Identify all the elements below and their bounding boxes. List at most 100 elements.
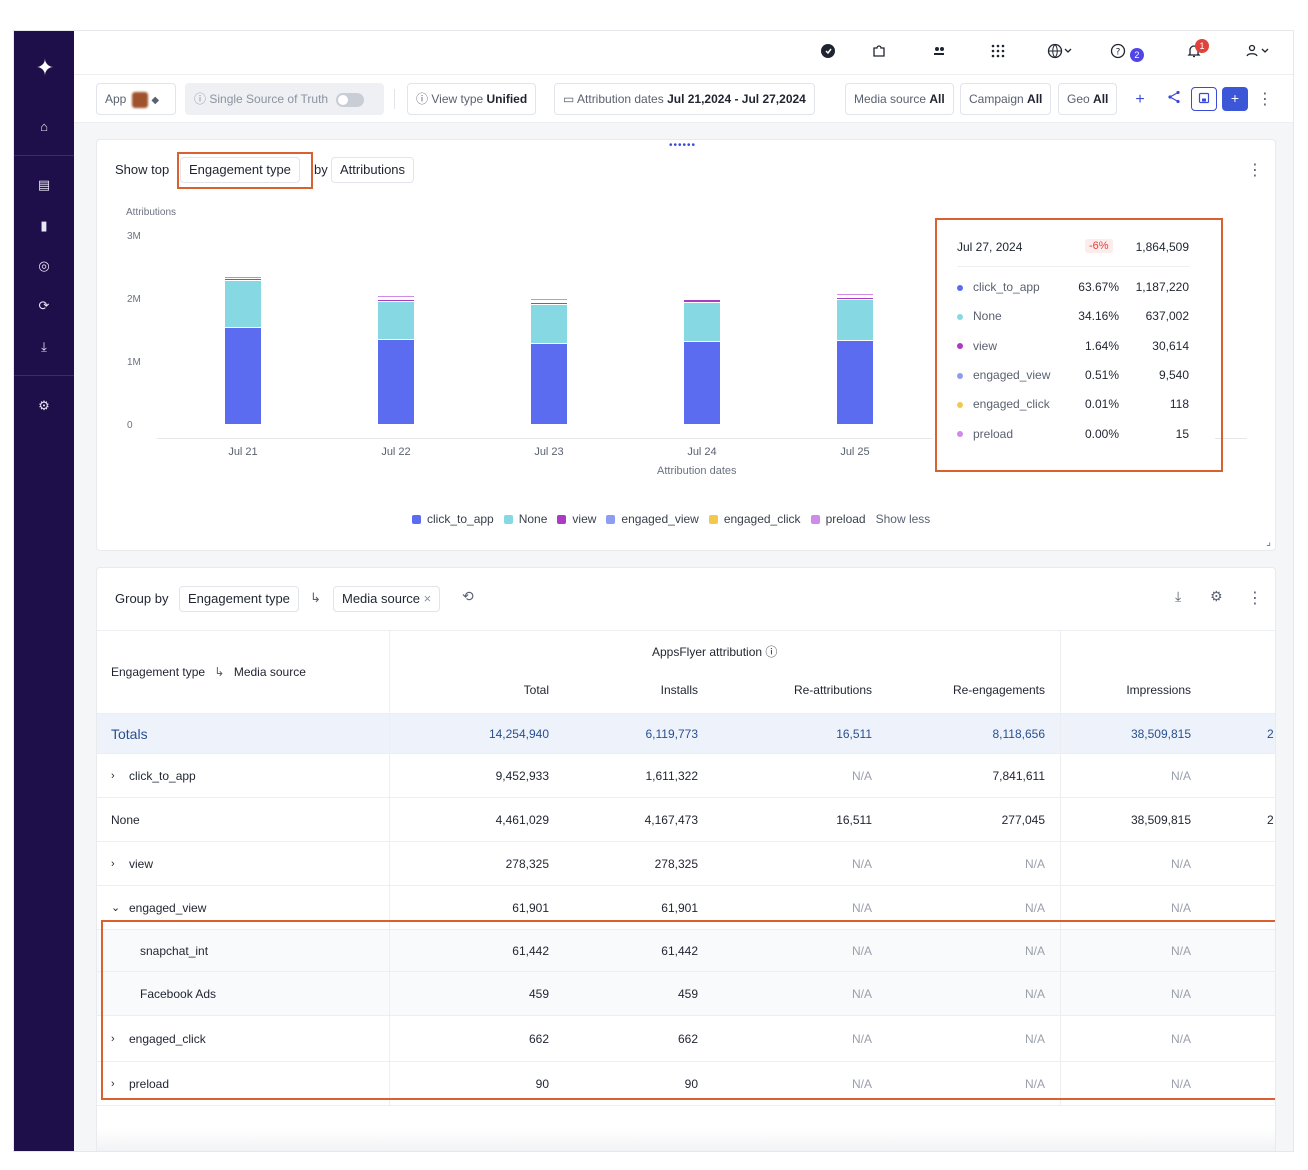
bar-preload-jul-23[interactable]: [531, 298, 567, 300]
bar-engaged_click-jul-21[interactable]: [225, 275, 261, 277]
bar-engaged_click-jul-22[interactable]: [378, 296, 414, 298]
group-by-secondary[interactable]: Media source ×: [333, 586, 441, 612]
report-icon[interactable]: ▤: [37, 177, 51, 192]
share-icon[interactable]: [1163, 89, 1185, 111]
bar-view-jul-22[interactable]: [378, 298, 414, 302]
column-header-re-attributions[interactable]: Re-attributions: [793, 683, 872, 697]
bar-click_to_app-jul-22[interactable]: [378, 338, 414, 424]
single-source-of-truth-toggle[interactable]: ⓘ Single Source of Truth: [185, 83, 384, 115]
geo-filter[interactable]: Geo All: [1058, 83, 1118, 115]
group-by-primary[interactable]: Engagement type: [179, 586, 299, 612]
bar-click_to_app-jul-25[interactable]: [837, 340, 873, 424]
table-row[interactable]: › engaged_click 662 662 N/A N/A N/A: [97, 1016, 1275, 1062]
table-row[interactable]: › click_to_app 9,452,933 1,611,322 N/A 7,841,…: [97, 754, 1275, 798]
drag-handle-icon[interactable]: ••••••: [669, 140, 697, 151]
table-row[interactable]: › view 278,325 278,325 N/A N/A N/A: [97, 842, 1275, 886]
expand-chevron-icon[interactable]: ›: [111, 1077, 115, 1090]
chart-more-icon[interactable]: ⋮: [1247, 162, 1263, 179]
apps-grid-icon[interactable]: [991, 43, 1005, 63]
bar-engaged_click-jul-23[interactable]: [531, 299, 567, 301]
bar-preload-jul-22[interactable]: [378, 294, 414, 297]
metric-selector[interactable]: Attributions: [331, 157, 415, 183]
ssot-switch[interactable]: [336, 92, 365, 107]
bar-None-jul-22[interactable]: [378, 301, 414, 339]
export-icon[interactable]: ⤓: [1175, 588, 1182, 604]
help-icon[interactable]: ? 2: [1110, 43, 1144, 63]
bar-chart-icon[interactable]: ▮: [40, 218, 48, 233]
table-row[interactable]: snapchat_int 61,442 61,442 N/A N/A N/A: [97, 930, 1275, 972]
sync-icon[interactable]: ⟳: [38, 298, 50, 313]
bar-view-jul-25[interactable]: [837, 296, 873, 300]
show-less-link[interactable]: Show less: [875, 512, 931, 526]
attribution-dates-filter[interactable]: ▭ Attribution dates Jul 21,2024 - Jul 27…: [554, 83, 815, 115]
totals-row[interactable]: Totals 14,254,940 6,119,773 16,511 8,118,656…: [97, 714, 1275, 754]
column-header-re-engagements[interactable]: Re-engagements: [952, 683, 1045, 697]
expand-chevron-icon[interactable]: ›: [111, 857, 115, 870]
expand-chevron-icon[interactable]: ›: [111, 769, 115, 782]
bar-None-jul-23[interactable]: [531, 304, 567, 344]
download-icon[interactable]: ⤓: [41, 339, 47, 354]
more-options-icon[interactable]: ⋮: [1257, 91, 1273, 108]
bar-engaged_view-jul-23[interactable]: [531, 300, 567, 303]
table-row[interactable]: Facebook Ads 459 459 N/A N/A N/A: [97, 972, 1275, 1016]
bar-engaged_view-jul-25[interactable]: [837, 295, 873, 297]
bar-engaged_view-jul-21[interactable]: [225, 276, 261, 278]
dimension-selector[interactable]: Engagement type: [180, 157, 300, 183]
bar-click_to_app-jul-23[interactable]: [531, 343, 567, 424]
table-row[interactable]: › preload 90 90 N/A N/A N/A: [97, 1062, 1275, 1106]
legend-item-engaged_view[interactable]: engaged_view: [606, 512, 699, 526]
bar-None-jul-24[interactable]: [684, 301, 720, 341]
bar-view-jul-23[interactable]: [531, 302, 567, 305]
bar-click_to_app-jul-24[interactable]: [684, 340, 720, 424]
column-header-installs[interactable]: Installs: [660, 683, 698, 697]
notifications-icon[interactable]: 1: [1186, 39, 1209, 63]
info-icon[interactable]: ⓘ: [765, 645, 778, 659]
bar-engaged_view-jul-22[interactable]: [378, 297, 414, 299]
campaign-filter[interactable]: Campaign All: [960, 83, 1052, 115]
bar-None-jul-21[interactable]: [225, 280, 261, 327]
resize-handle-icon[interactable]: ⌟: [1266, 537, 1271, 548]
user-menu-icon[interactable]: [1244, 43, 1272, 63]
bar-None-jul-25[interactable]: [837, 299, 873, 340]
add-filter-icon[interactable]: +: [1135, 91, 1145, 108]
legend-item-click_to_app[interactable]: click_to_app: [412, 512, 494, 526]
chat-icon[interactable]: [820, 43, 836, 63]
column-header-total[interactable]: Total: [523, 683, 549, 697]
view-type-filter[interactable]: ⓘ View type Unified: [407, 83, 537, 115]
table-more-icon[interactable]: ⋮: [1247, 590, 1263, 607]
history-icon[interactable]: ⟲: [462, 588, 474, 604]
table-row[interactable]: None 4,461,029 4,167,473 16,511 277,045 38,50…: [97, 798, 1275, 842]
bar-engaged_click-jul-24[interactable]: [684, 297, 720, 299]
expand-chevron-icon[interactable]: ›: [111, 1032, 115, 1045]
legend-item-view[interactable]: view: [557, 512, 596, 526]
bar-view-jul-21[interactable]: [225, 277, 261, 281]
puzzle-icon[interactable]: [871, 43, 887, 63]
remove-icon[interactable]: ×: [423, 591, 432, 606]
cell-installs: 459: [677, 986, 698, 1001]
table-settings-icon[interactable]: ⚙: [1210, 588, 1223, 604]
bar-preload-jul-24[interactable]: [684, 295, 720, 298]
settings-icon[interactable]: ⚙: [38, 398, 50, 413]
team-icon[interactable]: [931, 43, 947, 63]
add-widget-button[interactable]: +: [1222, 87, 1248, 111]
save-view-button[interactable]: [1191, 87, 1217, 111]
appsflyer-logo-icon[interactable]: ✦: [35, 55, 55, 80]
app-selector[interactable]: App ◆: [96, 83, 176, 115]
bar-engaged_view-jul-24[interactable]: [684, 298, 720, 300]
bar-click_to_app-jul-21[interactable]: [225, 326, 261, 424]
target-icon[interactable]: ◎: [38, 258, 50, 273]
legend-item-engaged_click[interactable]: engaged_click: [708, 512, 801, 526]
bar-preload-jul-21[interactable]: [225, 273, 261, 276]
legend-item-preload[interactable]: preload: [810, 512, 866, 526]
media-source-filter[interactable]: Media source All: [845, 83, 954, 115]
collapse-chevron-icon[interactable]: ⌄: [111, 902, 121, 914]
home-icon[interactable]: ⌂: [40, 119, 48, 134]
column-header-impressions[interactable]: Impressions: [1126, 683, 1191, 697]
bar-view-jul-24[interactable]: [684, 299, 720, 302]
table-row[interactable]: ⌄ engaged_view 61,901 61,901 N/A N/A N/A: [97, 886, 1275, 930]
globe-icon[interactable]: [1047, 43, 1073, 63]
bar-engaged_click-jul-25[interactable]: [837, 294, 873, 296]
legend-item-None[interactable]: None: [503, 512, 547, 526]
bar-preload-jul-25[interactable]: [837, 292, 873, 295]
first-col-header[interactable]: Engagement type ↳ Media source: [111, 665, 306, 679]
